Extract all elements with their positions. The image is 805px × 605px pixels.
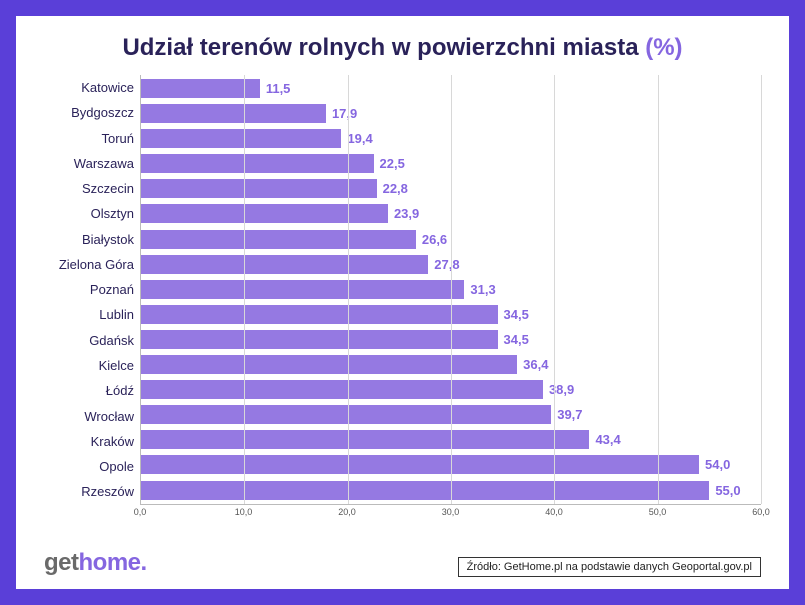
- chart-panel: Udział terenów rolnych w powierzchni mia…: [16, 16, 789, 589]
- bar: [141, 405, 551, 424]
- y-axis-label: Kraków: [44, 434, 134, 449]
- bar: [141, 154, 374, 173]
- chart-title-main: Udział terenów rolnych w powierzchni mia…: [122, 34, 645, 61]
- bar-value-label: 34,5: [504, 332, 529, 347]
- y-axis-label: Rzeszów: [44, 484, 134, 499]
- bar-value-label: 36,4: [523, 357, 548, 372]
- bar-value-label: 38,9: [549, 382, 574, 397]
- gridline: [451, 75, 452, 504]
- x-tick-label: 40,0: [545, 507, 563, 517]
- bar: [141, 230, 416, 249]
- bar-value-label: 11,5: [266, 81, 291, 96]
- bar: [141, 430, 589, 449]
- gridline: [761, 75, 762, 504]
- y-axis-label: Poznań: [44, 282, 134, 297]
- bar-value-label: 39,7: [557, 407, 582, 422]
- x-tick-label: 30,0: [442, 507, 460, 517]
- x-tick-label: 0,0: [134, 507, 147, 517]
- y-axis-label: Opole: [44, 459, 134, 474]
- outer-frame: Udział terenów rolnych w powierzchni mia…: [0, 0, 805, 605]
- y-axis-labels: Katowice Bydgoszcz Toruń Warszawa Szczecin Ol…: [44, 75, 140, 505]
- y-axis-label: Bydgoszcz: [44, 105, 134, 120]
- y-axis-label: Kielce: [44, 358, 134, 373]
- bar-value-label: 54,0: [705, 457, 730, 472]
- y-axis-label: Warszawa: [44, 156, 134, 171]
- bar-value-label: 22,5: [380, 156, 405, 171]
- bar-value-label: 22,8: [383, 181, 408, 196]
- chart-title: Udział terenów rolnych w powierzchni mia…: [44, 34, 761, 63]
- y-axis-label: Szczecin: [44, 181, 134, 196]
- bar: [141, 204, 388, 223]
- bar-value-label: 34,5: [504, 307, 529, 322]
- y-axis-label: Białystok: [44, 232, 134, 247]
- y-axis-label: Gdańsk: [44, 333, 134, 348]
- y-axis-label: Lublin: [44, 307, 134, 322]
- y-axis-label: Olsztyn: [44, 206, 134, 221]
- bar: [141, 179, 377, 198]
- x-tick-label: 20,0: [338, 507, 356, 517]
- bar-value-label: 19,4: [347, 131, 372, 146]
- bar: [141, 455, 699, 474]
- chart-area: Katowice Bydgoszcz Toruń Warszawa Szczecin Ol…: [44, 75, 761, 505]
- y-axis-label: Łódź: [44, 383, 134, 398]
- bar: [141, 380, 543, 399]
- bar-value-label: 43,4: [595, 432, 620, 447]
- bar: [141, 129, 341, 148]
- x-tick-label: 50,0: [649, 507, 667, 517]
- x-tick-label: 60,0: [752, 507, 770, 517]
- gridline: [658, 75, 659, 504]
- gridline: [554, 75, 555, 504]
- y-axis-label: Toruń: [44, 131, 134, 146]
- x-tick-label: 10,0: [235, 507, 253, 517]
- bar: [141, 79, 260, 98]
- plot-area: 11,5 17,9 19,4 22,5 22,8 23,926,6 27,8 31,3 34,5…: [140, 75, 761, 505]
- bar-value-label: 17,9: [332, 106, 357, 121]
- bar: [141, 255, 428, 274]
- bar-value-label: 27,8: [434, 257, 459, 272]
- bar: [141, 355, 517, 374]
- gridline: [244, 75, 245, 504]
- y-axis-label: Katowice: [44, 80, 134, 95]
- gridline: [348, 75, 349, 504]
- brand-logo: gethome.: [44, 549, 147, 577]
- bar: [141, 280, 464, 299]
- bar-value-label: 23,9: [394, 206, 419, 221]
- chart-title-pct: (%): [645, 34, 682, 61]
- bar-value-label: 26,6: [422, 232, 447, 247]
- logo-prefix: get: [44, 549, 79, 576]
- bar: [141, 305, 498, 324]
- y-axis-label: Zielona Góra: [44, 257, 134, 272]
- footer: gethome. Źródło: GetHome.pl na podstawie…: [44, 549, 761, 577]
- bar-value-label: 31,3: [470, 282, 495, 297]
- bar: [141, 104, 326, 123]
- x-axis-ticks: 0,010,020,030,040,050,060,0: [140, 507, 761, 523]
- logo-accent: home.: [79, 549, 147, 576]
- bar: [141, 330, 498, 349]
- y-axis-label: Wrocław: [44, 409, 134, 424]
- bar-value-label: 55,0: [715, 483, 740, 498]
- bar: [141, 481, 709, 500]
- source-citation: Źródło: GetHome.pl na podstawie danych G…: [458, 557, 761, 577]
